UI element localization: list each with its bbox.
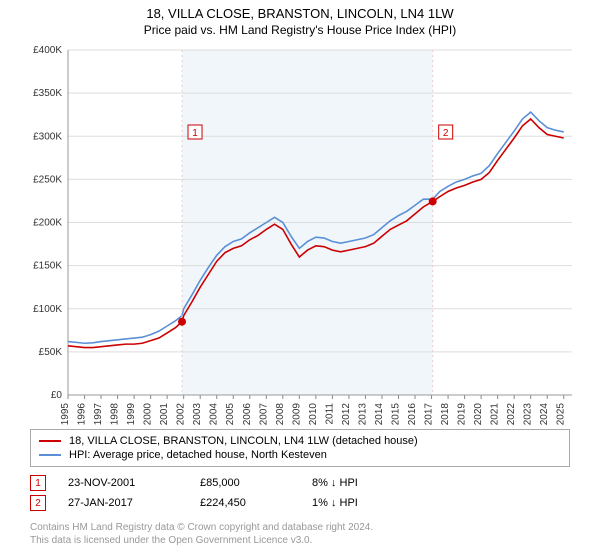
svg-text:1996: 1996 <box>77 403 88 425</box>
svg-text:£0: £0 <box>51 390 63 401</box>
legend: 18, VILLA CLOSE, BRANSTON, LINCOLN, LN4 … <box>30 429 570 467</box>
svg-text:2013: 2013 <box>357 403 368 425</box>
sale-row: 1 23-NOV-2001 £85,000 8% ↓ HPI <box>30 473 570 493</box>
svg-text:1995: 1995 <box>60 403 71 425</box>
legend-label: 18, VILLA CLOSE, BRANSTON, LINCOLN, LN4 … <box>69 435 418 447</box>
svg-text:2021: 2021 <box>490 403 501 425</box>
legend-label: HPI: Average price, detached house, Nort… <box>69 449 327 461</box>
sale-delta: 8% ↓ HPI <box>312 477 358 489</box>
sale-price: £85,000 <box>200 477 290 489</box>
svg-text:2025: 2025 <box>556 403 567 425</box>
svg-text:2011: 2011 <box>324 403 335 425</box>
legend-item: HPI: Average price, detached house, Nort… <box>39 448 561 462</box>
svg-text:£350K: £350K <box>33 88 62 99</box>
svg-text:£100K: £100K <box>33 304 62 315</box>
svg-text:2019: 2019 <box>457 403 468 425</box>
svg-text:2020: 2020 <box>473 403 484 425</box>
sale-events: 1 23-NOV-2001 £85,000 8% ↓ HPI 2 27-JAN-… <box>30 473 570 513</box>
svg-text:2002: 2002 <box>176 403 187 425</box>
svg-text:2014: 2014 <box>374 403 385 425</box>
svg-text:1999: 1999 <box>126 403 137 425</box>
chart-title: 18, VILLA CLOSE, BRANSTON, LINCOLN, LN4 … <box>144 6 456 21</box>
legend-swatch <box>39 440 61 442</box>
sale-marker-box: 1 <box>30 475 46 491</box>
footnote: Contains HM Land Registry data © Crown c… <box>30 521 570 547</box>
svg-text:1998: 1998 <box>110 403 121 425</box>
svg-text:£150K: £150K <box>33 261 62 272</box>
svg-text:£400K: £400K <box>33 45 62 56</box>
svg-text:1: 1 <box>192 128 198 139</box>
svg-text:2000: 2000 <box>143 403 154 425</box>
svg-text:2012: 2012 <box>341 403 352 425</box>
svg-text:2018: 2018 <box>440 403 451 425</box>
legend-swatch <box>39 454 61 456</box>
footnote-line: Contains HM Land Registry data © Crown c… <box>30 521 570 534</box>
svg-text:2008: 2008 <box>275 403 286 425</box>
svg-text:2017: 2017 <box>424 403 435 425</box>
svg-text:2022: 2022 <box>506 403 517 425</box>
svg-text:2004: 2004 <box>209 403 220 425</box>
svg-text:2009: 2009 <box>291 403 302 425</box>
sale-row: 2 27-JAN-2017 £224,450 1% ↓ HPI <box>30 493 570 513</box>
sale-date: 23-NOV-2001 <box>68 477 178 489</box>
chart-subtitle: Price paid vs. HM Land Registry's House … <box>144 23 456 37</box>
sale-date: 27-JAN-2017 <box>68 497 178 509</box>
legend-item: 18, VILLA CLOSE, BRANSTON, LINCOLN, LN4 … <box>39 434 561 448</box>
svg-text:2003: 2003 <box>192 403 203 425</box>
svg-text:2023: 2023 <box>523 403 534 425</box>
svg-text:2007: 2007 <box>258 403 269 425</box>
svg-text:2006: 2006 <box>242 403 253 425</box>
svg-text:2016: 2016 <box>407 403 418 425</box>
chart-area: £0 £50K £100K £150K £200K £250K £300K £350K £400… <box>20 45 580 425</box>
svg-text:£200K: £200K <box>33 218 62 229</box>
svg-text:2015: 2015 <box>390 403 401 425</box>
svg-text:2024: 2024 <box>539 403 550 425</box>
sale-price: £224,450 <box>200 497 290 509</box>
chart-title-block: 18, VILLA CLOSE, BRANSTON, LINCOLN, LN4 … <box>144 0 456 45</box>
sale-delta: 1% ↓ HPI <box>312 497 358 509</box>
svg-text:2: 2 <box>443 128 449 139</box>
svg-text:2001: 2001 <box>159 403 170 425</box>
svg-text:2010: 2010 <box>308 403 319 425</box>
svg-text:£50K: £50K <box>39 347 63 358</box>
svg-text:£300K: £300K <box>33 131 62 142</box>
svg-text:£250K: £250K <box>33 174 62 185</box>
line-chart: £0 £50K £100K £150K £200K £250K £300K £350K £400… <box>20 45 580 425</box>
svg-text:2005: 2005 <box>225 403 236 425</box>
footnote-line: This data is licensed under the Open Gov… <box>30 534 570 547</box>
sale-marker-box: 2 <box>30 495 46 511</box>
svg-text:1997: 1997 <box>93 403 104 425</box>
